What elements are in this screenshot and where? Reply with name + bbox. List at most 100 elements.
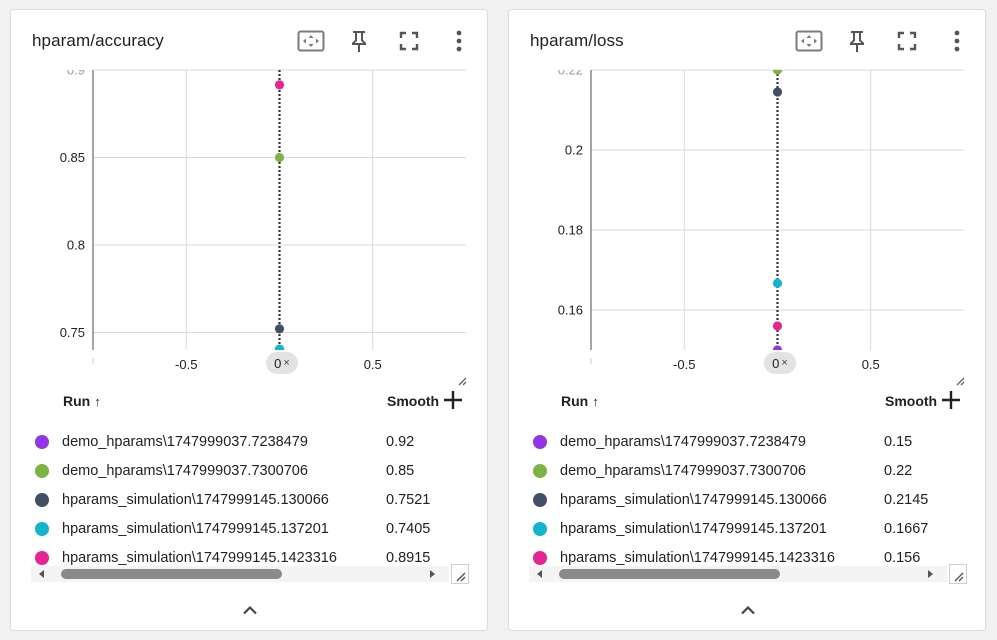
horizontal-scrollbar[interactable]: [31, 566, 449, 582]
scroll-right-icon[interactable]: [427, 569, 437, 579]
top-fade: [11, 70, 93, 76]
run-header-label: Run: [561, 393, 589, 409]
x-tick-label: -0.5: [673, 357, 695, 372]
table-row[interactable]: hparams_simulation\1747999145.1423316 0.1…: [529, 544, 947, 573]
table-row[interactable]: demo_hparams\1747999037.7238479 0.92: [31, 428, 449, 457]
x-zero-chip[interactable]: 0 ×: [764, 352, 796, 374]
chevron-up-icon: [243, 605, 257, 615]
x-zero-chip[interactable]: 0 ×: [266, 352, 298, 374]
run-color-dot: [35, 551, 49, 565]
run-color-dot: [533, 551, 547, 565]
run-column-header[interactable]: Run ↑: [561, 393, 599, 409]
table-resize-corner[interactable]: [451, 564, 469, 584]
run-color-dot: [533, 493, 547, 507]
loss-scatter-plot[interactable]: -0.50.50.220.20.180.16: [509, 10, 987, 410]
pin-icon[interactable]: [840, 26, 874, 56]
run-name: demo_hparams\1747999037.7238479: [62, 434, 308, 450]
smoothed-value: 0.8915: [386, 550, 431, 566]
resize-handle-icon: [456, 572, 466, 582]
table-header: Run↑ Smoothed: [31, 391, 467, 412]
run-color-dot: [35, 522, 49, 536]
data-point[interactable]: [772, 321, 783, 331]
smoothed-value: 0.1667: [884, 521, 929, 537]
run-header-label: Run: [63, 393, 91, 409]
resize-handle-icon[interactable]: [457, 376, 467, 386]
sort-arrow-icon: ↑: [94, 394, 101, 409]
scroll-left-icon[interactable]: [37, 569, 47, 579]
run-color-dot: [35, 435, 49, 449]
y-tick-label: 0.85: [60, 150, 85, 165]
smoothed-value: 0.7521: [386, 492, 431, 508]
data-point[interactable]: [275, 30, 284, 39]
run-name: demo_hparams\1747999037.7238479: [560, 434, 806, 450]
smoothed-value: 0.7405: [386, 521, 431, 537]
table-row[interactable]: demo_hparams\1747999037.7300706 0.85: [31, 457, 449, 486]
plus-icon[interactable]: [441, 388, 465, 412]
table-row[interactable]: demo_hparams\1747999037.7238479 0.15: [529, 428, 947, 457]
run-color-dot: [533, 522, 547, 536]
y-tick-label: 0.16: [558, 303, 583, 318]
table-row[interactable]: demo_hparams\1747999037.7300706 0.22: [529, 457, 947, 486]
chevron-up-icon: [741, 605, 755, 615]
more-vert-icon[interactable]: [442, 26, 476, 56]
run-color-dot: [533, 435, 547, 449]
accuracy-scatter-plot[interactable]: -0.50.50.90.850.80.75: [11, 10, 489, 410]
data-point[interactable]: [274, 152, 285, 163]
close-icon[interactable]: ×: [283, 357, 290, 369]
horizontal-scrollbar[interactable]: [529, 566, 947, 582]
table-row[interactable]: hparams_simulation\1747999145.130066 0.21…: [529, 486, 947, 515]
x-tick-label: 0.5: [364, 357, 382, 372]
run-name: hparams_simulation\1747999145.137201: [560, 521, 827, 537]
table-row[interactable]: hparams_simulation\1747999145.137201 0.74…: [31, 515, 449, 544]
fullscreen-icon[interactable]: [392, 26, 426, 56]
table-header: Run↑ Smoothed: [529, 391, 965, 412]
card-title: hparam/accuracy: [32, 31, 164, 50]
loss-chart-card: hparam/loss -0.5 0.5 0.22 0.2 0.18 0.16: [508, 9, 986, 631]
run-name: hparams_simulation\1747999145.1423316: [62, 550, 337, 566]
data-point[interactable]: [772, 65, 783, 75]
y-tick-label: 0.18: [558, 223, 583, 238]
run-color-dot: [533, 464, 547, 478]
table-row[interactable]: hparams_simulation\1747999145.130066 0.75…: [31, 486, 449, 515]
data-point[interactable]: [772, 87, 783, 97]
card-title: hparam/loss: [530, 31, 624, 50]
plus-icon[interactable]: [939, 388, 963, 412]
more-vert-icon[interactable]: [940, 26, 974, 56]
table-row[interactable]: hparams_simulation\1747999145.1423316 0.8…: [31, 544, 449, 573]
scrollbar-thumb[interactable]: [559, 569, 780, 579]
x-tick-label: -0.5: [175, 357, 197, 372]
pin-icon[interactable]: [342, 26, 376, 56]
scrollbar-thumb[interactable]: [61, 569, 282, 579]
run-name: demo_hparams\1747999037.7300706: [560, 463, 806, 479]
run-color-dot: [35, 493, 49, 507]
x-zero-label: 0: [772, 355, 780, 371]
run-name: hparams_simulation\1747999145.130066: [62, 492, 329, 508]
smoothed-value: 0.156: [884, 550, 921, 566]
x-tick-label: 0.5: [862, 357, 880, 372]
scroll-left-icon[interactable]: [535, 569, 545, 579]
data-point[interactable]: [274, 344, 285, 354]
fullscreen-icon[interactable]: [890, 26, 924, 56]
table-resize-corner[interactable]: [949, 564, 967, 584]
collapse-button[interactable]: [735, 600, 761, 620]
data-point[interactable]: [772, 345, 783, 354]
run-column-header[interactable]: Run ↑: [63, 393, 101, 409]
smoothed-column-header[interactable]: Smoothed: [885, 393, 937, 409]
data-point[interactable]: [772, 278, 783, 288]
data-point[interactable]: [274, 80, 285, 90]
run-name: hparams_simulation\1747999145.137201: [62, 521, 329, 537]
collapse-button[interactable]: [237, 600, 263, 620]
run-color-dot: [35, 464, 49, 478]
table-row[interactable]: hparams_simulation\1747999145.137201 0.16…: [529, 515, 947, 544]
resize-handle-icon[interactable]: [955, 376, 965, 386]
top-fade: [509, 70, 591, 76]
fit-domain-icon[interactable]: [294, 26, 328, 56]
fit-domain-icon[interactable]: [792, 26, 826, 56]
smoothed-value: 0.92: [386, 434, 415, 450]
data-point[interactable]: [274, 324, 285, 334]
close-icon[interactable]: ×: [781, 357, 788, 369]
scroll-right-icon[interactable]: [925, 569, 935, 579]
run-name: hparams_simulation\1747999145.130066: [560, 492, 827, 508]
smoothed-column-header[interactable]: Smoothed: [387, 393, 439, 409]
smoothed-value: 0.2145: [884, 492, 929, 508]
